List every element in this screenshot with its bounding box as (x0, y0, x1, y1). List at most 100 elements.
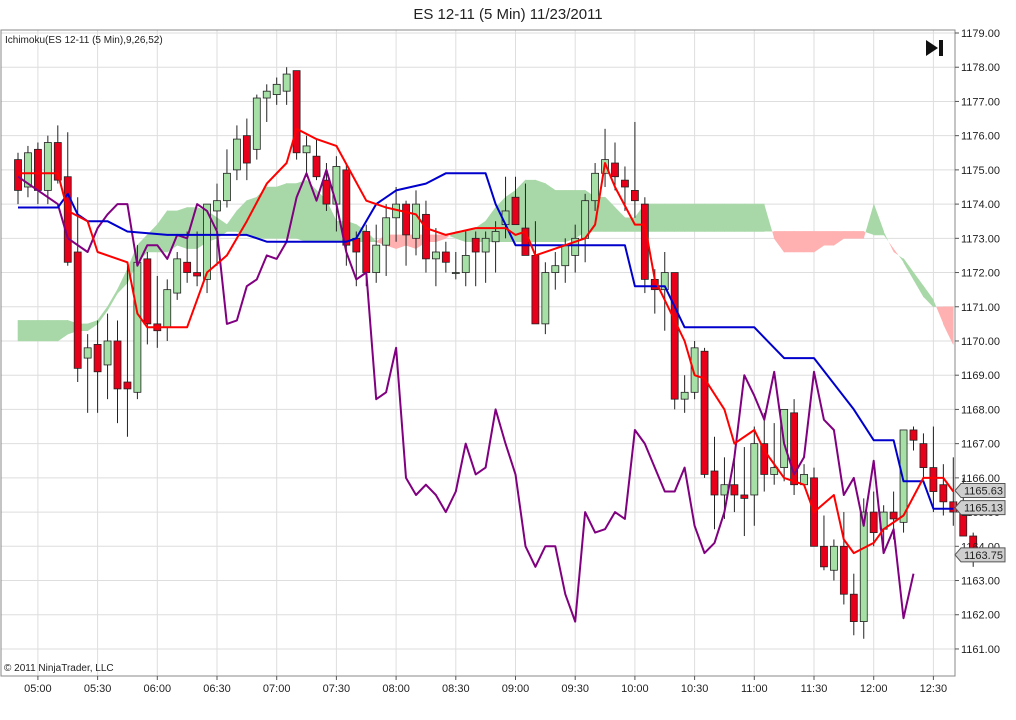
candle-body (113, 340, 122, 390)
candle-body (352, 237, 361, 253)
price-marker-label: 1165.63 (964, 486, 1003, 498)
candle-body (143, 258, 152, 325)
y-tick-label: 1163.00 (961, 576, 1000, 588)
candle-body (491, 231, 500, 243)
cloud-segment (936, 306, 944, 324)
candle-body (561, 244, 570, 267)
candle-body (929, 467, 938, 492)
candle-body (531, 255, 540, 325)
candle-body (471, 237, 480, 253)
cloud-segment (773, 231, 785, 253)
scroll-to-end-icon[interactable] (926, 40, 943, 56)
x-tick-label: 09:30 (561, 683, 589, 695)
cloud-segment (564, 190, 576, 243)
cloud-segment (883, 231, 889, 242)
cloud-segment (873, 203, 884, 236)
candle-body (223, 172, 231, 202)
y-tick-label: 1169.00 (961, 370, 1000, 382)
cloud-segment (853, 231, 865, 239)
candle-body (830, 545, 838, 571)
candle-body (53, 142, 62, 181)
candle-body (262, 90, 271, 99)
indicator-label: Ichimoku(ES 12-11 (5 Min),9,26,52) (5, 35, 163, 46)
candle-body (24, 152, 32, 188)
y-tick-label: 1170.00 (961, 336, 1000, 348)
cloud-segment (147, 223, 158, 253)
cloud-segment (783, 231, 795, 253)
cloud-segment (744, 203, 755, 232)
y-tick-label: 1171.00 (961, 302, 1000, 314)
cloud-segment (47, 320, 59, 342)
x-tick-label: 05:00 (24, 683, 52, 695)
grid-layer (1, 30, 955, 676)
cloud-segment (176, 207, 188, 250)
candle-body (790, 412, 798, 486)
cloud-segment (913, 271, 924, 298)
cloud-segment (395, 234, 407, 250)
y-tick-label: 1173.00 (961, 233, 1000, 245)
cloud-segment (943, 306, 954, 345)
price-marker-label: 1163.75 (964, 550, 1003, 562)
cloud-segment (186, 207, 198, 249)
price-markers: 1165.63 1165.13 1163.75 (954, 483, 1006, 563)
candle-body (322, 179, 331, 205)
x-tick-label: 10:30 (681, 683, 709, 695)
candle-body (909, 429, 918, 441)
price-marker-box (954, 547, 1006, 563)
cloud-segment (764, 204, 773, 232)
candle-body (422, 213, 430, 260)
candle-body (591, 172, 599, 202)
y-tick-label: 1166.00 (961, 473, 1000, 485)
cloud-segment (674, 203, 685, 232)
candle-body (700, 350, 709, 475)
x-tick-label: 08:30 (442, 683, 470, 695)
cloud-segment (843, 231, 855, 239)
cloud-segment (535, 179, 546, 243)
cloud-segment (87, 320, 98, 332)
y-tick-label: 1175.00 (961, 165, 1000, 177)
tenkan-sen-line (18, 127, 955, 555)
chart-title: ES 12-11 (5 Min) 11/23/2011 (413, 6, 602, 23)
candle-body (690, 347, 699, 393)
cloud-segment (17, 320, 29, 342)
candle-body (770, 467, 779, 475)
cloud-segment (865, 204, 874, 235)
x-tick-label: 06:30 (203, 683, 231, 695)
x-tick-label: 11:00 (741, 683, 768, 695)
candle-body (919, 443, 928, 468)
candle-body (372, 244, 381, 273)
cloud-segment (724, 203, 735, 232)
cloud-segment (604, 196, 616, 232)
cloud-segment (823, 231, 835, 246)
candle-body (103, 340, 112, 366)
cloud-segment (286, 183, 297, 239)
x-tick-label: 06:00 (144, 683, 172, 695)
y-tick-label: 1162.00 (961, 610, 1000, 622)
candle-body (710, 470, 719, 496)
cloud-segment (833, 231, 845, 246)
candle-body (302, 145, 311, 154)
candle-body (193, 272, 202, 277)
kijun-sen-line (18, 172, 954, 510)
candle-body (163, 289, 172, 328)
candle-body (292, 70, 301, 154)
time-axis: 05:00 05:30 06:00 06:30 07:00 07:30 08:00 08:30… (24, 676, 947, 695)
candle-body (282, 73, 291, 92)
cloud-segment (714, 203, 725, 232)
x-tick-label: 12:30 (920, 683, 948, 695)
candle-body (441, 251, 450, 263)
candle-body (939, 484, 948, 503)
copyright-label: © 2011 NinjaTrader, LLC (4, 663, 114, 674)
cloud-segment (888, 241, 894, 253)
candle-body (252, 97, 261, 150)
candle-body (123, 381, 132, 390)
candle-body (213, 200, 221, 212)
cloud-segment (704, 203, 715, 232)
chikou-span-line (17, 168, 915, 623)
cloud-segment (266, 186, 278, 239)
cloud-segment (554, 190, 566, 243)
y-tick-label: 1174.00 (961, 199, 1000, 211)
candle-body (680, 391, 689, 400)
candle-body (551, 265, 560, 273)
